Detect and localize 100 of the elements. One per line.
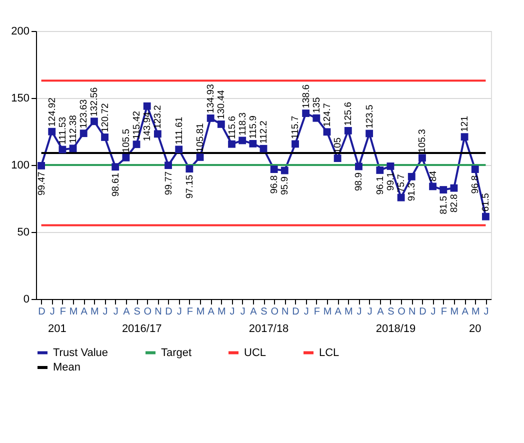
point [175, 146, 183, 154]
point [238, 136, 246, 144]
point [270, 166, 278, 173]
x-tick-label: M [218, 306, 226, 318]
data-label: 99.77 [163, 171, 174, 196]
point [302, 110, 310, 117]
y-tick-label: 100 [11, 160, 30, 172]
point [312, 114, 320, 122]
x-tick-label: F [440, 306, 447, 318]
x-tick-label: J [113, 306, 118, 318]
data-label: 82.8 [448, 194, 460, 213]
data-label: 143.94 [142, 112, 154, 142]
x-tick-label: A [80, 306, 88, 318]
x-tick-label: J [50, 306, 55, 318]
legend-label: Target [161, 346, 192, 359]
point [366, 130, 374, 138]
text: 2018/19 [376, 323, 416, 335]
data-label: 84 [428, 170, 439, 182]
y-tick-label: 200 [11, 26, 30, 38]
data-label: 120.72 [100, 103, 111, 132]
data-label: 95.9 [280, 176, 291, 195]
point [260, 144, 268, 152]
point [90, 118, 98, 126]
point [164, 162, 172, 170]
text: 20 [469, 323, 482, 335]
x-tick-label: D [292, 306, 300, 318]
point [460, 133, 468, 141]
point [429, 182, 437, 190]
point [101, 134, 108, 141]
point [38, 162, 45, 170]
data-label: 105 [332, 137, 344, 154]
data-label: 115.6 [226, 116, 238, 140]
data-label: 96.1 [374, 176, 386, 195]
data-label: 96.8 [470, 175, 482, 194]
x-tick-label: O [398, 306, 406, 318]
x-tick-label: J [367, 306, 372, 318]
data-label: 135 [311, 97, 322, 114]
data-label: 132.56 [89, 87, 100, 116]
data-label: 123.63 [78, 99, 90, 128]
point [334, 154, 342, 162]
data-label: 91.3 [406, 182, 418, 202]
x-tick-label: F [314, 306, 320, 318]
data-label: 138.6 [300, 84, 312, 108]
point [69, 144, 77, 152]
data-label: 97.15 [184, 174, 196, 199]
data-label: 115.9 [248, 116, 259, 139]
legend-label: Mean [53, 362, 81, 374]
x-tick-label: F [60, 306, 66, 318]
point [186, 165, 194, 173]
data-label: 121 [460, 116, 471, 132]
data-label: 115.7 [290, 116, 302, 139]
x-tick-label: J [176, 306, 182, 318]
data-label: 105.81 [195, 123, 206, 152]
x-tick-label: D [38, 306, 46, 318]
point [132, 140, 140, 148]
data-label: 123.2 [152, 105, 164, 129]
data-label: 75.7 [396, 174, 408, 193]
x-tick-label: N [154, 306, 162, 318]
x-tick-label: M [450, 306, 459, 318]
data-label: 134.93 [206, 84, 217, 114]
x-tick-label: D [419, 306, 426, 318]
x-tick-label: M [471, 306, 480, 318]
data-label: 111.53 [57, 116, 68, 145]
x-tick-label: J [230, 306, 235, 318]
data-label: 99.1 [385, 172, 396, 191]
y-tick-label: 50 [17, 226, 30, 238]
x-tick-label: N [282, 306, 289, 318]
point [196, 154, 204, 161]
legend-label: UCL [244, 346, 266, 359]
data-label: 111.61 [174, 116, 185, 144]
x-tick-label: S [134, 306, 141, 318]
point [280, 166, 288, 174]
x-tick-label: M [90, 306, 99, 318]
data-label: 105.3 [417, 129, 428, 153]
data-label: 61.5 [480, 193, 492, 212]
text: 201 [48, 323, 66, 335]
point [450, 184, 458, 192]
x-tick-label: J [240, 306, 246, 318]
x-tick-label: A [208, 306, 215, 318]
x-tick-label: O [144, 306, 152, 318]
data-label: 124.7 [322, 103, 333, 127]
point [249, 140, 257, 148]
point [323, 128, 331, 136]
x-tick-label: O [270, 306, 279, 318]
point [206, 114, 214, 122]
point [292, 140, 299, 148]
point [397, 194, 405, 202]
x-tick-label: M [323, 306, 332, 318]
point [122, 154, 130, 162]
point [471, 166, 479, 173]
point [386, 162, 394, 170]
x-tick-label: J [356, 306, 362, 318]
data-label: 112.2 [258, 120, 270, 144]
data-label: 81.5 [438, 196, 450, 214]
x-tick-label: N [408, 306, 416, 318]
point [58, 146, 66, 154]
data-label: 125.6 [343, 102, 354, 126]
x-tick-label: M [69, 306, 78, 318]
point [143, 102, 151, 110]
point [355, 162, 362, 170]
